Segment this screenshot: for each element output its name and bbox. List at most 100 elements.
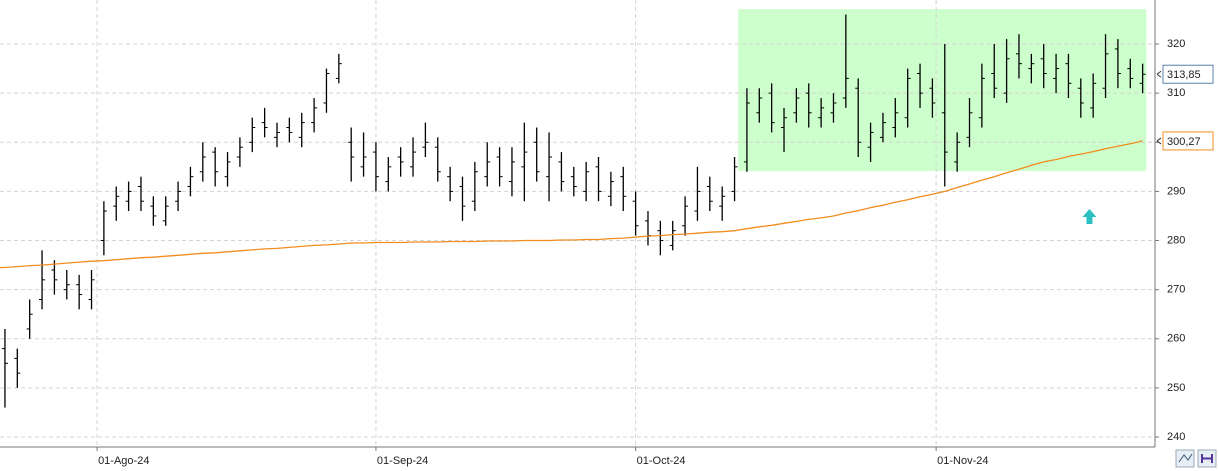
ohlc-bar (261, 107, 268, 138)
ohlc-bar (1053, 53, 1060, 94)
ohlc-bar (175, 181, 182, 212)
marker-arrow (1156, 137, 1162, 145)
ohlc-bar (39, 250, 46, 310)
y-tick-label: 250 (1167, 382, 1185, 394)
ohlc-bar (706, 176, 713, 212)
ohlc-bar (335, 53, 342, 84)
marker-label: 313,85 (1167, 69, 1201, 81)
ohlc-bar (471, 161, 478, 212)
ohlc-bar (249, 117, 256, 153)
ohlc-bar (187, 166, 194, 197)
ohlc-bar (199, 142, 206, 182)
ohlc-bar (583, 161, 590, 202)
ohlc-bar (385, 157, 392, 192)
ohlc-bar (743, 88, 750, 172)
zoom-button[interactable] (1175, 449, 1195, 468)
marker-box (1162, 131, 1214, 151)
ohlc-bar (669, 220, 676, 251)
x-tick-label: 01-Oct-24 (637, 455, 686, 467)
ohlc-bar (1139, 63, 1146, 94)
layout-icon (1201, 454, 1213, 463)
highlight-zone (738, 9, 1147, 172)
ohlc-bar (484, 142, 491, 187)
ohlc-bar (236, 137, 243, 167)
ohlc-bar (830, 93, 837, 123)
y-tick-label: 260 (1167, 333, 1185, 345)
ohlc-bar (682, 196, 689, 236)
ohlc-bar (632, 191, 639, 236)
ohlc-bar (558, 152, 565, 192)
ohlc-bar (818, 98, 825, 128)
ohlc-bar (521, 122, 528, 202)
y-tick-label: 240 (1167, 431, 1185, 443)
ohlc-bar (719, 186, 726, 221)
ohlc-bar (855, 78, 862, 158)
ohlc-bar (917, 63, 924, 108)
plot-area (0, 0, 1155, 447)
marker-arrow (1156, 70, 1162, 78)
ohlc-bar (904, 68, 911, 128)
ohlc-bar (14, 348, 21, 388)
ohlc-bar (978, 63, 985, 128)
ohlc-bar (1040, 44, 1047, 89)
ohlc-bar (805, 83, 812, 128)
ohlc-bar (1127, 58, 1134, 89)
ohlc-bar (100, 201, 107, 256)
ohlc-bar (323, 68, 330, 113)
ohlc-bar (954, 132, 961, 172)
ohlc-bar (929, 78, 936, 118)
ohlc-bar (434, 137, 441, 182)
ohlc-bar (410, 137, 417, 177)
ohlc-bar (76, 274, 83, 310)
ohlc-bar (1, 328, 8, 408)
ohlc-bar (360, 132, 367, 177)
ohlc-bar (397, 147, 404, 177)
zoom-icon (1178, 453, 1193, 463)
ohlc-bar (756, 88, 763, 123)
ohlc-bar (224, 152, 231, 187)
marker-box (1162, 64, 1214, 84)
y-tick-label: 290 (1167, 185, 1185, 197)
ohlc-bar (879, 112, 886, 143)
ohlc-bar (26, 299, 33, 339)
ohlc-bar (546, 132, 553, 202)
ohlc-bar (694, 166, 701, 221)
ohlc-bar (1102, 34, 1109, 99)
marker-label: 300,27 (1167, 136, 1201, 148)
ohlc-bar (1077, 78, 1084, 118)
ohlc-bar (941, 44, 948, 187)
ohlc-bar (570, 166, 577, 197)
x-tick-label: 01-Ago-24 (98, 455, 149, 467)
y-tick-label: 280 (1167, 234, 1185, 246)
ohlc-bar (125, 181, 132, 212)
ohlc-bar (793, 88, 800, 123)
ohlc-bar (533, 127, 540, 182)
ohlc-bar (1090, 73, 1097, 118)
ohlc-bar (1003, 39, 1010, 103)
y-tick-label: 320 (1167, 38, 1185, 50)
ohlc-bar (892, 98, 899, 138)
ohlc-bar (1015, 34, 1022, 79)
moving-average (4, 140, 1143, 269)
ohlc-bar (991, 44, 998, 99)
ohlc-bar (150, 196, 157, 226)
ohlc-bar (447, 166, 454, 202)
x-tick-label: 01-Nov-24 (937, 455, 988, 467)
ohlc-bar (595, 157, 602, 202)
ohlc-bar (1065, 53, 1072, 99)
y-tick-label: 270 (1167, 284, 1185, 296)
ohlc-bar (1114, 39, 1121, 89)
ohlc-bar (657, 220, 664, 256)
ohlc-bar (422, 122, 429, 158)
ohlc-bar (1028, 53, 1035, 84)
ohlc-bar (113, 186, 120, 221)
ohlc-bar (781, 107, 788, 153)
x-tick-label: 01-Sep-24 (377, 455, 428, 467)
ohlc-bar (867, 122, 874, 162)
y-tick-label: 310 (1167, 87, 1185, 99)
ohlc-bar (286, 117, 293, 143)
ohlc-bar (311, 98, 318, 133)
signal-arrow (1082, 208, 1097, 224)
ohlc-bar (842, 14, 849, 108)
